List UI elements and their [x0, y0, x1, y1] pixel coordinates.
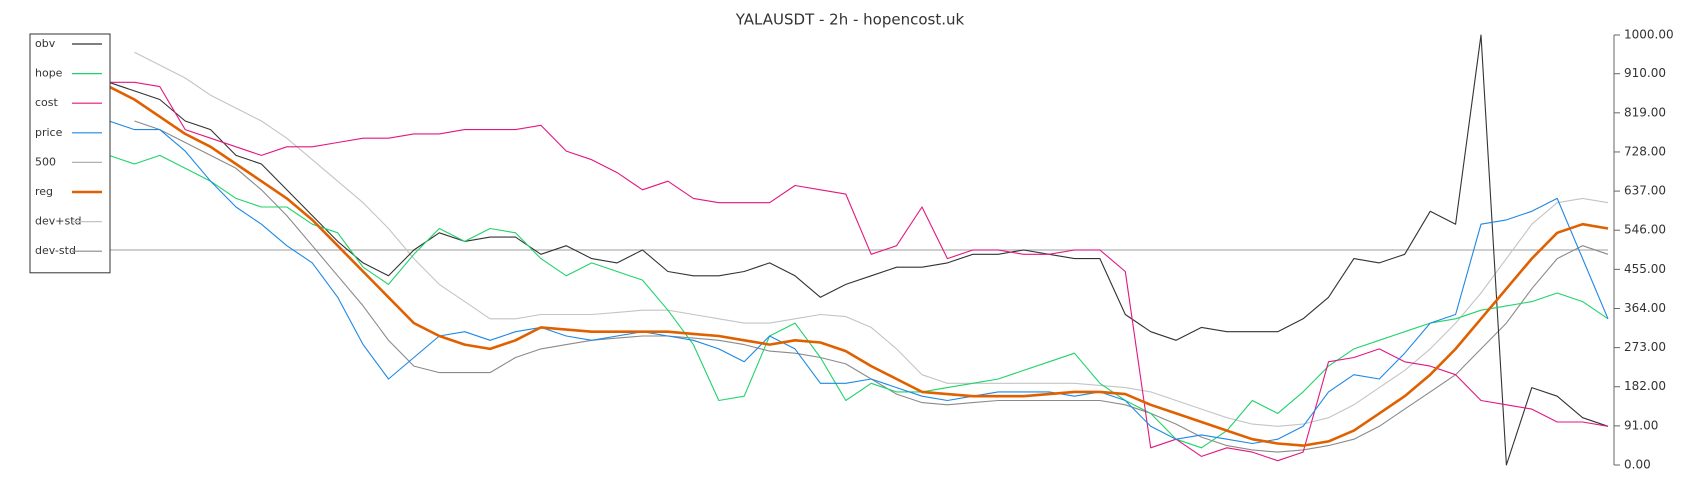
y-tick-label: 728.00 [1624, 144, 1666, 158]
y-tick-label: 273.00 [1624, 340, 1666, 354]
legend-label: cost [35, 96, 59, 109]
legend-label: 500 [35, 155, 56, 168]
series-line [109, 81, 1609, 462]
y-tick-label: 91.00 [1624, 418, 1658, 432]
legend-label: dev+std [35, 215, 82, 228]
y-tick-label: 819.00 [1624, 105, 1666, 119]
series-line [108, 34, 1609, 466]
series-line [134, 120, 1609, 453]
y-tick-label: 637.00 [1624, 184, 1666, 198]
y-tick-label: 1000.00 [1624, 28, 1674, 42]
legend-label: dev-std [35, 244, 76, 257]
series-line [108, 120, 1609, 445]
y-tick-label: 455.00 [1624, 262, 1666, 276]
legend-label: reg [35, 185, 53, 198]
series-line [134, 51, 1609, 427]
series-line [108, 154, 1609, 449]
y-tick-label: 910.00 [1624, 66, 1666, 80]
legend-label: price [35, 126, 63, 139]
legend: obv hope cost price 500 reg dev+std dev-std [29, 33, 111, 274]
y-tick-label: 364.00 [1624, 301, 1666, 315]
y-tick-label: 182.00 [1624, 379, 1666, 393]
chart-title: YALAUSDT - 2h - hopencost.uk [735, 11, 965, 29]
series-line [108, 85, 1609, 447]
legend-label: hope [35, 67, 63, 80]
legend-label: obv [35, 37, 56, 50]
y-tick-label: 546.00 [1624, 223, 1666, 237]
y-tick-label: 0.00 [1624, 458, 1651, 472]
